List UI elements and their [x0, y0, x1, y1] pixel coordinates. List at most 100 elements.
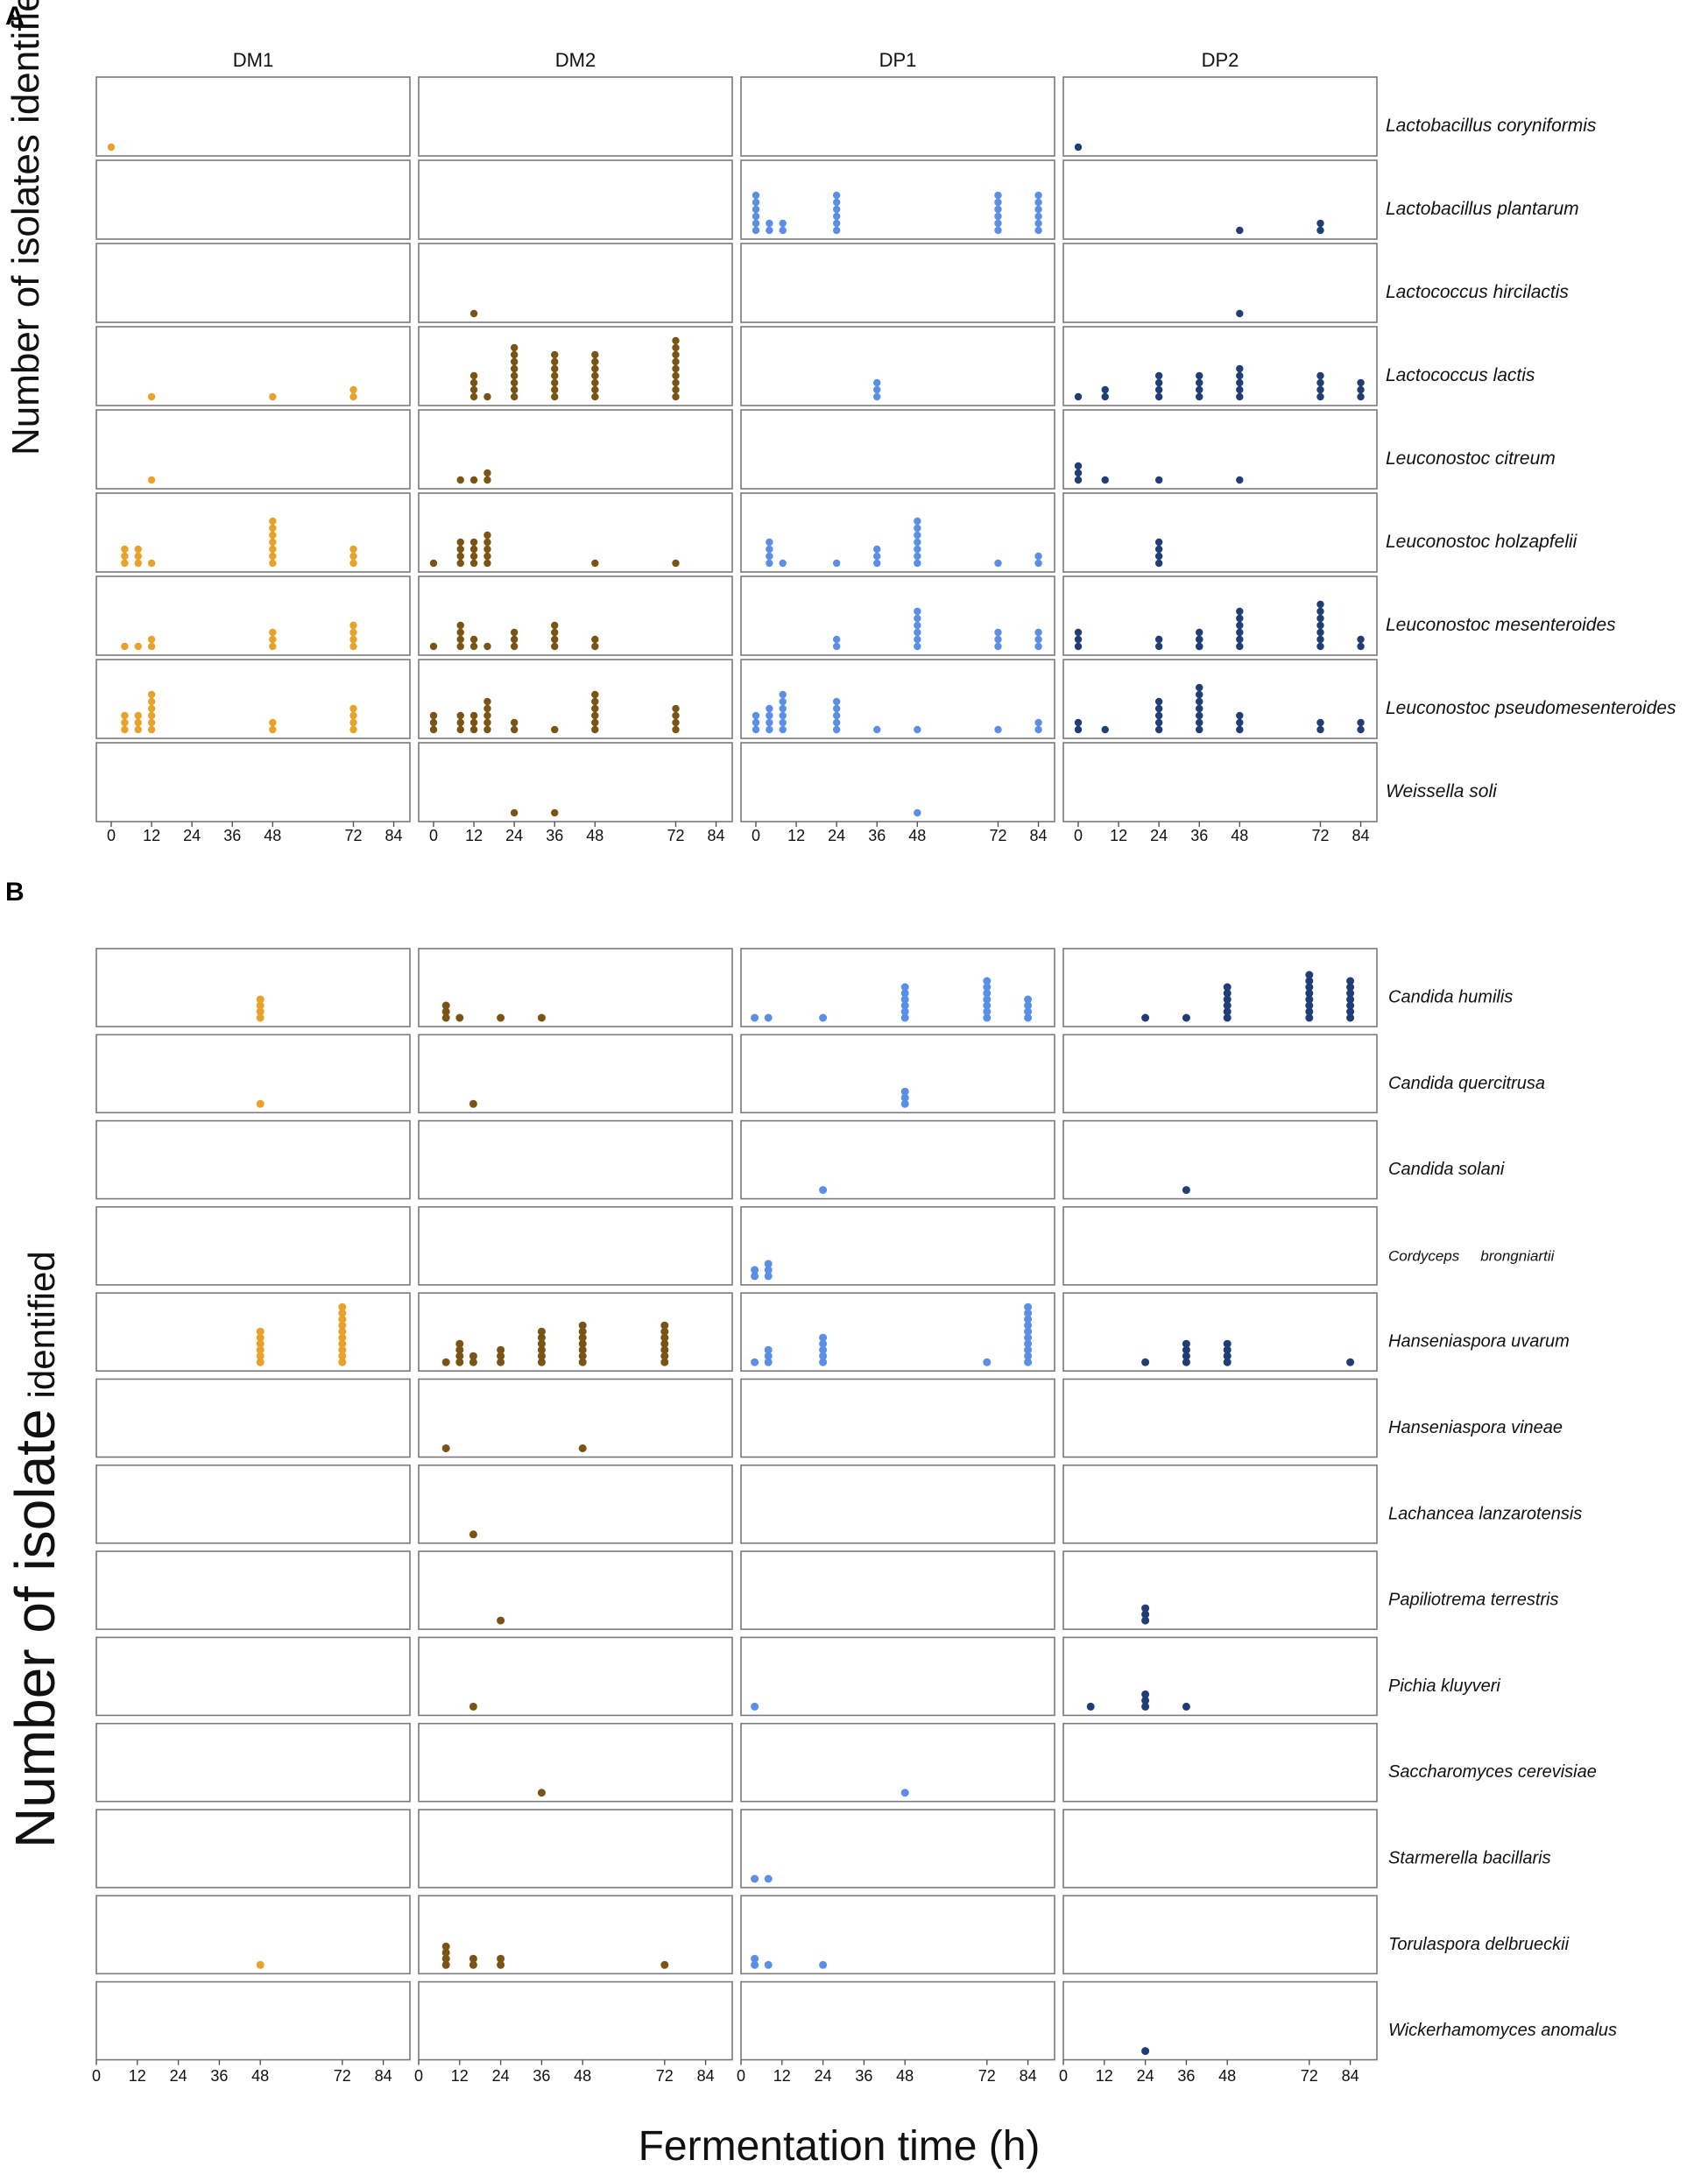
panel-b-cordyceps-brongniartii-dp2 — [1062, 1206, 1378, 1286]
isolate-dot-dp2-48h — [1223, 1358, 1232, 1366]
x-tick-label: 84 — [1352, 827, 1370, 844]
isolate-dot-dp2-36h — [1196, 711, 1203, 720]
isolate-dot-dm2-16h — [483, 718, 491, 727]
isolate-dot-dm1-72h — [338, 1315, 347, 1323]
panel-a-leuconostoc-mesenteroides-dp2 — [1062, 575, 1378, 656]
isolate-dot-dp2-8h — [1101, 392, 1109, 401]
panel-b-saccharomyces-cerevisiae-dp2 — [1062, 1722, 1378, 1803]
isolate-dot-dm2-72h — [672, 385, 680, 394]
panel-a-leuconostoc-pseudomesenteroides-dp2 — [1062, 659, 1378, 739]
isolate-dot-dp2-84h — [1346, 1013, 1355, 1022]
isolate-dot-dp1-84h — [1024, 1352, 1033, 1360]
isolate-dot-dp2-84h — [1346, 977, 1355, 985]
panel-b-lachancea-lanzarotensis-dm1 — [95, 1465, 411, 1544]
isolate-dot-dp1-8h — [764, 1272, 773, 1281]
isolate-dot-dp1-72h — [994, 628, 1002, 637]
isolate-dot-dm2-24h — [510, 392, 519, 401]
isolate-dot-dp1-72h — [983, 1001, 992, 1010]
isolate-dot-dp1-72h — [994, 191, 1002, 200]
isolate-dot-dm1-72h — [349, 718, 357, 727]
x-tick-label: 72 — [989, 827, 1006, 844]
isolate-dot-dm2-36h — [537, 1327, 546, 1336]
isolate-dot-dm2-48h — [591, 725, 599, 734]
isolate-dot-dm2-8h — [441, 1013, 450, 1022]
panel-b-candida-quercitrusa-dp2 — [1062, 1034, 1378, 1114]
isolate-dot-dm2-48h — [591, 559, 599, 568]
isolate-dot-dp1-48h — [914, 559, 921, 568]
isolate-dot-dp1-8h — [764, 1352, 773, 1360]
isolate-dot-dp2-0h — [1074, 392, 1083, 401]
panel-a-weissella-soli-dp1 — [740, 742, 1055, 822]
x-tick-label: 12 — [465, 827, 483, 844]
isolate-dot-dm1-48h — [269, 517, 277, 526]
isolate-dot-dm2-24h — [510, 343, 519, 352]
isolate-dot-dm2-12h — [469, 559, 478, 568]
isolate-dot-dm1-48h — [269, 524, 277, 533]
isolate-dot-dm2-0h — [429, 725, 438, 734]
isolate-dot-dm2-16h — [483, 704, 491, 713]
isolate-dot-dp1-72h — [983, 995, 992, 1004]
isolate-dot-dp1-0h — [752, 205, 760, 214]
panel-a-label: A — [5, 2, 25, 31]
species-label-candida-quercitrusa: Candida quercitrusa — [1388, 1074, 1545, 1093]
isolate-dot-dm1-8h — [134, 552, 142, 561]
isolate-dot-dm2-12h — [455, 1358, 464, 1366]
isolate-dot-dm1-12h — [147, 690, 156, 699]
isolate-dot-dp2-24h — [1141, 1690, 1150, 1698]
isolate-dot-dm2-16h — [483, 538, 491, 547]
isolate-dot-dm2-24h — [497, 1616, 505, 1625]
isolate-dot-dp2-48h — [1223, 1339, 1232, 1348]
isolate-dot-dm1-72h — [338, 1352, 347, 1360]
isolate-dot-dp2-72h — [1305, 983, 1314, 992]
x-tick-label: 84 — [375, 2067, 392, 2085]
panel-b-wickerhamomyces-anomalus-dm2 — [418, 1980, 733, 2061]
isolate-dot-dp1-48h — [914, 642, 921, 651]
panel-b-hanseniaspora-vineae-dp2 — [1062, 1378, 1378, 1458]
isolate-dot-dm2-16h — [469, 1960, 477, 1969]
isolate-dot-dm2-16h — [483, 697, 491, 706]
isolate-dot-dp1-84h — [1024, 1315, 1033, 1323]
x-tick-label: 72 — [656, 2067, 674, 2085]
isolate-dot-dp1-4h — [766, 538, 773, 547]
isolate-dot-dm2-24h — [510, 378, 519, 387]
isolate-dot-dm2-48h — [591, 697, 599, 706]
x-tick-label: 84 — [1020, 2067, 1037, 2085]
isolate-dot-dp2-0h — [1074, 725, 1083, 734]
isolate-dot-dp1-48h — [914, 538, 921, 547]
x-tick-label: 12 — [129, 2067, 146, 2085]
panel-b-label: B — [5, 878, 25, 907]
isolate-dot-dm1-48h — [256, 1960, 265, 1969]
isolate-dot-dm2-36h — [551, 808, 559, 817]
isolate-dot-dm1-72h — [338, 1302, 347, 1311]
isolate-dot-dp1-24h — [832, 725, 841, 734]
x-tick-label: 0 — [92, 2067, 101, 2085]
panel-a-leuconostoc-mesenteroides-dm1 — [95, 575, 411, 656]
isolate-dot-dm1-12h — [147, 711, 156, 720]
isolate-dot-dp2-84h — [1357, 642, 1365, 651]
isolate-dot-dm2-72h — [672, 378, 680, 387]
isolate-dot-dp2-36h — [1196, 718, 1203, 727]
isolate-dot-dp2-48h — [1236, 607, 1244, 616]
isolate-dot-dp1-36h — [873, 559, 881, 568]
isolate-dot-dm1-72h — [338, 1339, 347, 1348]
isolate-dot-dp2-48h — [1223, 1345, 1232, 1354]
isolate-dot-dp2-0h — [1074, 628, 1083, 637]
isolate-dot-dm1-4h — [121, 718, 129, 727]
panel-b-candida-solani-dm1 — [95, 1119, 411, 1200]
isolate-dot-dm1-72h — [349, 545, 357, 554]
isolate-dot-dp2-36h — [1196, 385, 1203, 394]
isolate-dot-dp1-84h — [1034, 212, 1042, 221]
isolate-dot-dp1-36h — [873, 392, 881, 401]
isolate-dot-dm1-48h — [256, 1358, 265, 1366]
isolate-dot-dp1-84h — [1024, 995, 1033, 1004]
isolate-dot-dp2-24h — [1141, 1696, 1150, 1705]
x-tick-label: 72 — [1301, 2067, 1318, 2085]
isolate-dot-dp1-4h — [766, 219, 773, 228]
isolate-dot-dp2-48h — [1223, 1013, 1232, 1022]
isolate-dot-dp1-48h — [914, 552, 921, 561]
isolate-dot-dp1-0h — [752, 711, 760, 720]
isolate-dot-dm2-72h — [672, 364, 680, 373]
panel-a-leuconostoc-citreum-dm2 — [418, 409, 733, 490]
isolate-dot-dp1-8h — [764, 1013, 773, 1022]
